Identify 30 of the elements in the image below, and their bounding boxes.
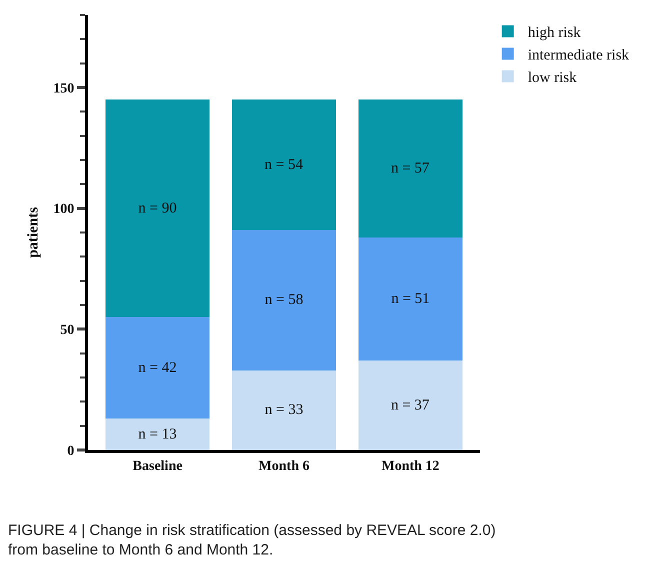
legend-label: low risk: [528, 70, 578, 86]
data-label: n = 51: [391, 290, 430, 307]
bar: [232, 370, 336, 450]
y-tick-label: 100: [53, 202, 74, 218]
data-label: n = 54: [264, 156, 304, 173]
x-tick-label: Month 6: [258, 458, 310, 474]
legend-label: intermediate risk: [528, 48, 630, 64]
bar: [232, 230, 336, 370]
data-label: n = 57: [390, 160, 430, 176]
data-label: n = 37: [390, 397, 430, 414]
x-tick-label: Baseline: [132, 458, 182, 474]
bar: [106, 100, 210, 318]
x-tick-label: Month 12: [381, 458, 440, 474]
data-label: n = 90: [138, 200, 177, 216]
y-tick-label: 50: [60, 323, 74, 338]
bar: [106, 418, 210, 450]
y-axis-title: patients: [25, 206, 42, 258]
bar: [358, 360, 462, 450]
y-tick-label: 150: [53, 81, 74, 96]
caption: FIGURE 4 | Change in risk stratification (assessed by REVEAL score 2.0) from baseline to Month 6 and Month 12.: [8, 522, 496, 558]
data-label: n = 33: [264, 402, 304, 418]
data-label: n = 13: [138, 426, 177, 442]
data-label: n = 58: [264, 292, 304, 308]
bar: [358, 237, 462, 361]
bar: [106, 317, 210, 419]
bar: [232, 100, 336, 230]
bar: [358, 100, 462, 238]
legend-label: high risk: [528, 25, 582, 42]
y-tick-label: 0: [67, 444, 74, 459]
data-label: n = 42: [138, 360, 177, 376]
